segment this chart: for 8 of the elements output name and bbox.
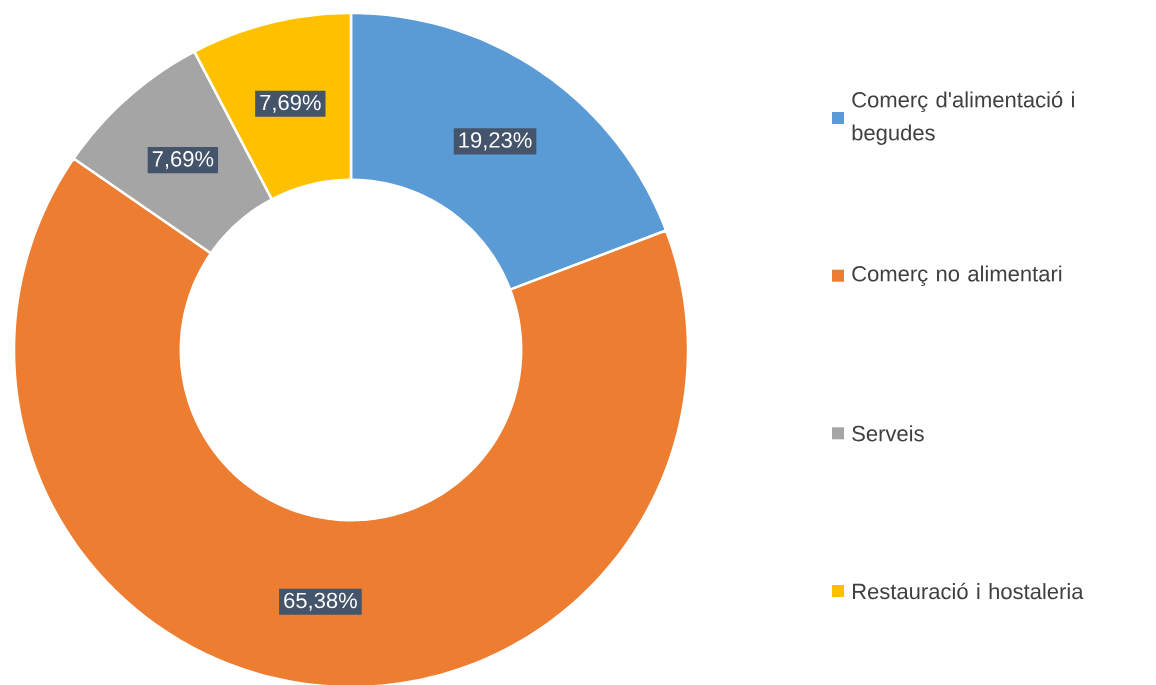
legend-label: Serveis <box>852 425 924 442</box>
legend-label: Comerç no alimentari <box>852 265 1062 286</box>
legend-label: Restauració i hostaleria <box>853 582 1084 600</box>
data-label: 19,23% <box>459 132 532 151</box>
data-label: 65,38% <box>284 592 357 611</box>
legend-label: Comerç d'alimentació i begudes <box>852 91 1074 145</box>
data-label: 7,69% <box>152 151 214 170</box>
data-label: 7,69% <box>260 94 321 113</box>
